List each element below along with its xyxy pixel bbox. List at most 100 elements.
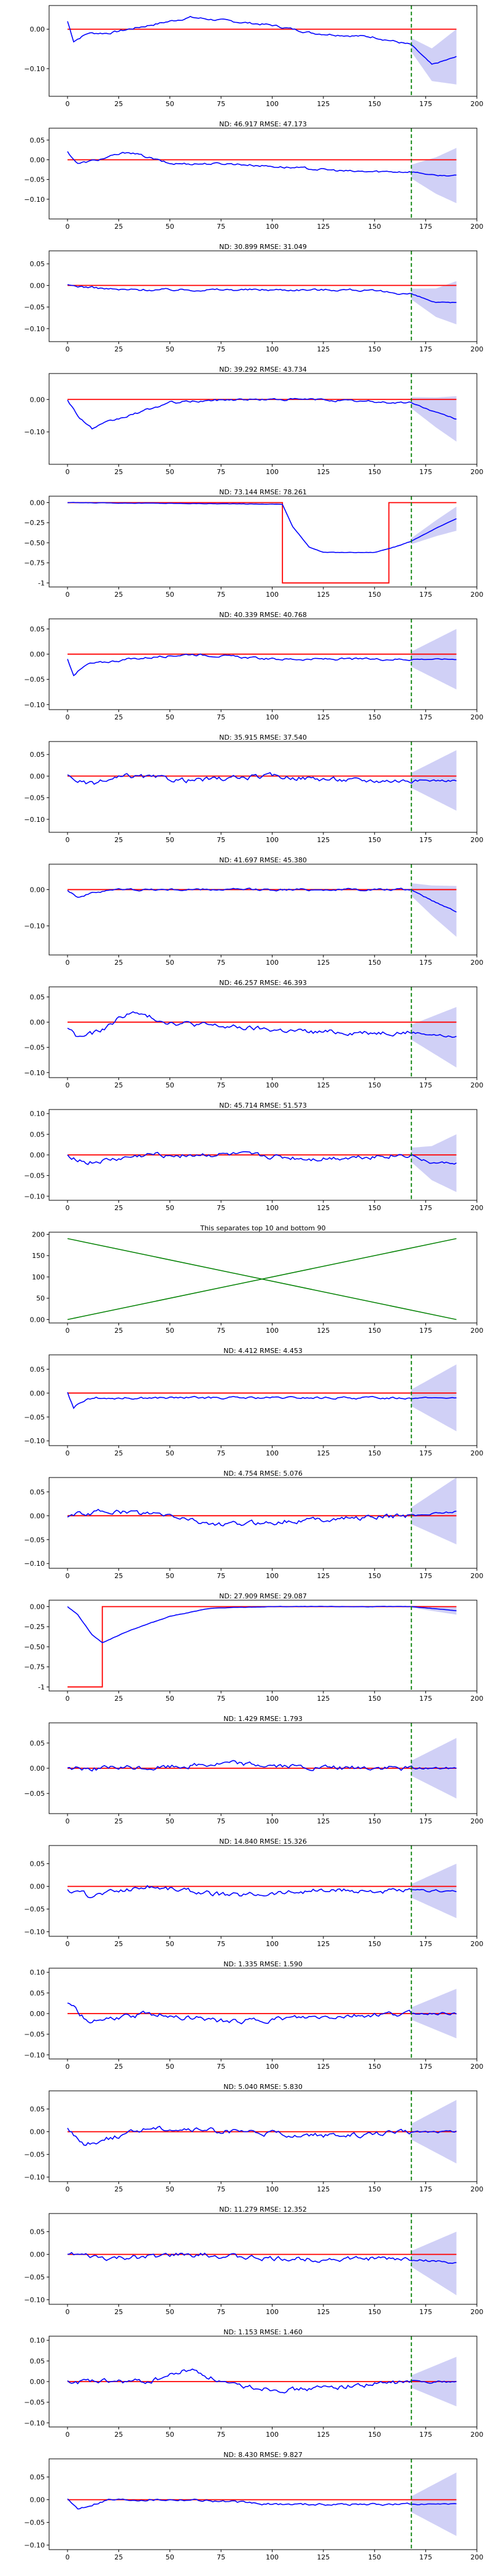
plot-area	[68, 496, 457, 587]
plot-area	[67, 1846, 457, 1936]
plot-area	[67, 251, 457, 342]
subplot-2: ND: 46.917 RMSE: 47.173 0 25 50 75 100 125 150 1…	[24, 120, 483, 231]
x-tick-label: 0	[66, 1081, 70, 1089]
x-tick-label: 100	[266, 2431, 279, 2439]
x-tick-label: 200	[471, 1449, 484, 1457]
plot-area	[67, 1723, 457, 1814]
x-tick-label: 125	[317, 468, 330, 476]
x-tick-label: 200	[471, 1081, 484, 1089]
x-tick-label: 125	[317, 2308, 330, 2316]
subplot-13: ND: 4.754 RMSE: 5.076 0 25 50 75 100 125 150 175…	[24, 1470, 483, 1580]
y-tick-label: 0.00	[30, 2128, 45, 2136]
prediction-interval	[411, 883, 457, 937]
x-tick-label: 75	[217, 713, 225, 721]
x-tick-label: 50	[166, 1940, 174, 1948]
y-tick-label: −0.05	[24, 1044, 45, 1052]
forecast-line	[67, 1760, 457, 1772]
x-tick-label: 175	[419, 2185, 432, 2193]
forecast-line	[67, 1151, 457, 1165]
x-tick-label: 125	[317, 345, 330, 353]
forecast-line	[67, 2498, 457, 2510]
x-tick-label: 100	[266, 223, 279, 231]
truth-line	[68, 502, 412, 584]
x-tick-label: 100	[266, 1204, 279, 1212]
x-tick-label: 75	[217, 2063, 225, 2071]
y-tick-label: −0.05	[24, 1536, 45, 1544]
prediction-interval	[411, 1478, 457, 1545]
y-tick-label: 0.00	[30, 772, 45, 780]
x-tick-label: 150	[368, 1327, 381, 1335]
x-tick-label: 50	[166, 2308, 174, 2316]
x-tick-label: 100	[266, 1940, 279, 1948]
y-tick-label: 0.00	[30, 282, 45, 289]
x-tick-label: 150	[368, 1940, 381, 1948]
x-tick-label: 75	[217, 100, 225, 108]
y-tick-label: 0.05	[30, 1989, 45, 1997]
x-tick-label: 75	[217, 1817, 225, 1825]
x-tick-label: 100	[266, 959, 279, 967]
x-tick-label: 50	[166, 1695, 174, 1703]
axes-frame	[48, 2458, 477, 2550]
x-tick-label: 125	[317, 223, 330, 231]
y-tick-label: 0.05	[30, 1130, 45, 1138]
x-tick-label: 50	[166, 2185, 174, 2193]
x-tick-label: 150	[368, 1204, 381, 1212]
x-tick-label: 200	[471, 1817, 484, 1825]
x-tick-label: 50	[166, 836, 174, 844]
forecast-line	[67, 1885, 457, 1898]
y-tick-label: −0.05	[24, 1413, 45, 1421]
x-tick-label: 175	[419, 1572, 432, 1580]
subplot-title: ND: 40.339 RMSE: 40.768	[219, 611, 307, 619]
y-tick-label: −0.05	[24, 2274, 45, 2282]
x-tick-label: 200	[471, 2063, 484, 2071]
x-tick-label: 25	[114, 1327, 123, 1335]
x-tick-label: 100	[266, 1327, 279, 1335]
plot-area	[67, 128, 457, 219]
y-tick-label: 0.00	[30, 1765, 45, 1773]
subplot-title: This separates top 10 and bottom 90	[199, 1224, 325, 1232]
subplot-15: ND: 1.429 RMSE: 1.793 0 25 50 75 100 125 150 175…	[24, 1715, 483, 1825]
x-tick-label: 175	[419, 1449, 432, 1457]
y-tick-label: −0.05	[24, 304, 45, 312]
y-tick-label: 0.05	[30, 2474, 45, 2482]
axes-frame	[48, 128, 477, 220]
y-tick-label: 0.00	[30, 1603, 45, 1611]
x-tick-label: 25	[114, 100, 123, 108]
y-tick-label: −0.25	[24, 1623, 45, 1631]
x-tick-label: 175	[419, 836, 432, 844]
x-tick-label: 50	[166, 1204, 174, 1212]
prediction-interval	[411, 507, 457, 545]
x-tick-label: 175	[419, 959, 432, 967]
x-tick-label: 125	[317, 959, 330, 967]
x-tick-label: 125	[317, 836, 330, 844]
x-tick-label: 150	[368, 2431, 381, 2439]
y-tick-label: 100	[32, 1273, 45, 1281]
subplot-title: ND: 1.429 RMSE: 1.793	[223, 1715, 303, 1723]
x-tick-label: 175	[419, 2308, 432, 2316]
y-tick-label: 0.00	[30, 2496, 45, 2504]
x-tick-label: 75	[217, 2185, 225, 2193]
forecast-line	[67, 772, 457, 785]
x-tick-label: 100	[266, 468, 279, 476]
x-tick-label: 75	[217, 2431, 225, 2439]
x-tick-label: 0	[66, 2431, 70, 2439]
x-tick-label: 150	[368, 1572, 381, 1580]
plot-area	[67, 1478, 457, 1568]
subplot-21: ND: 8.430 RMSE: 9.827 0 25 50 75 100 125 150 175…	[24, 2451, 483, 2561]
subplot-title: ND: 39.292 RMSE: 43.734	[219, 366, 307, 374]
x-tick-label: 125	[317, 1204, 330, 1212]
x-tick-label: 75	[217, 1940, 225, 1948]
x-tick-label: 150	[368, 1081, 381, 1089]
y-tick-label: −0.10	[24, 1560, 45, 1568]
x-tick-label: 75	[217, 468, 225, 476]
forecast-line	[67, 15, 457, 65]
x-tick-label: 50	[166, 100, 174, 108]
axes-frame	[48, 1232, 477, 1324]
x-tick-label: 25	[114, 591, 123, 599]
x-tick-label: 50	[166, 1817, 174, 1825]
prediction-interval	[411, 1134, 457, 1192]
subplot-title: ND: 27.909 RMSE: 29.087	[219, 1592, 307, 1600]
x-tick-label: 150	[368, 2553, 381, 2561]
x-tick-label: 0	[66, 2553, 70, 2561]
x-tick-label: 175	[419, 1081, 432, 1089]
